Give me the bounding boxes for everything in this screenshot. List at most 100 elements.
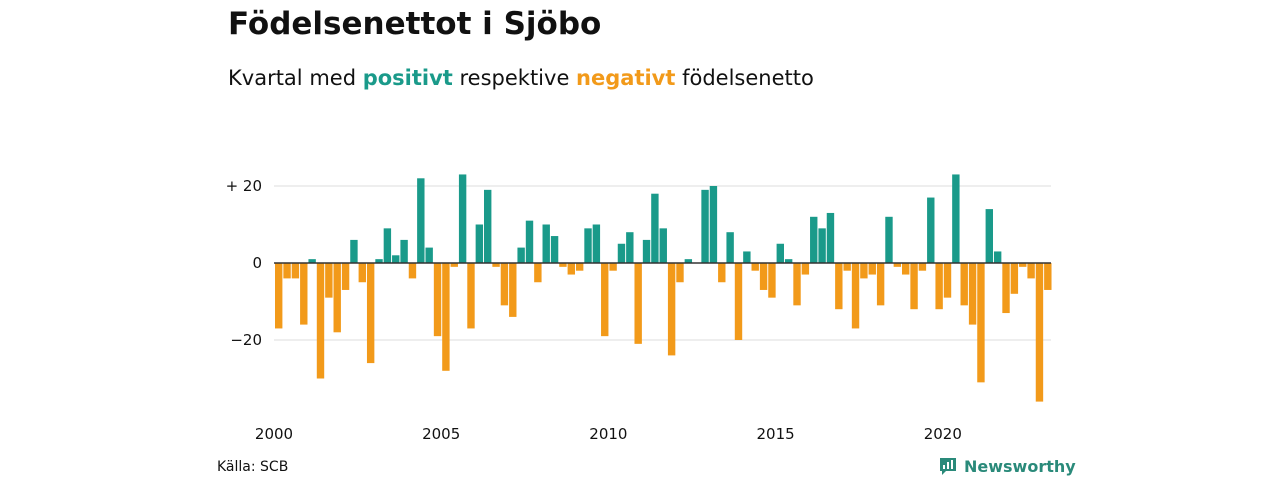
bar — [902, 263, 910, 275]
bar — [509, 263, 517, 317]
bar — [300, 263, 308, 325]
bar — [467, 263, 475, 329]
bar — [617, 243, 626, 263]
bar — [1002, 263, 1010, 314]
brand-logo: Newsworthy — [938, 456, 1076, 476]
bar — [860, 263, 868, 279]
chart-subtitle: Kvartal med positivt respektive negativt… — [228, 66, 814, 90]
bar — [316, 263, 325, 379]
bar — [517, 247, 525, 263]
bar — [676, 263, 684, 283]
bar — [985, 209, 993, 263]
bar — [977, 263, 985, 383]
bar — [358, 263, 366, 283]
x-tick-label: 2000 — [255, 425, 293, 443]
bar — [333, 263, 341, 333]
bar — [325, 263, 333, 298]
bar — [626, 232, 634, 263]
subtitle-middle: respektive — [452, 66, 577, 90]
bar — [952, 174, 960, 263]
bar — [525, 220, 534, 263]
bar — [851, 263, 860, 329]
y-tick-label: −20 — [230, 331, 262, 349]
bar — [308, 259, 316, 263]
bar — [392, 255, 400, 263]
bar — [634, 263, 642, 344]
bar — [709, 186, 718, 263]
bar — [425, 247, 433, 263]
bar — [667, 263, 676, 356]
bar — [475, 224, 484, 263]
bar — [366, 263, 375, 364]
bar — [575, 263, 584, 271]
bar — [868, 263, 876, 275]
bar — [818, 228, 826, 263]
chart-title: Födelsenettot i Sjöbo — [228, 6, 602, 42]
bar — [784, 259, 793, 263]
bar — [910, 263, 918, 310]
bar — [943, 263, 952, 298]
bar — [1027, 263, 1035, 279]
gridlines — [274, 185, 1051, 341]
bar — [960, 263, 968, 306]
bar — [341, 263, 350, 290]
bar — [442, 263, 450, 371]
bar — [609, 263, 617, 271]
bar — [893, 263, 902, 267]
bar — [484, 189, 492, 263]
newsworthy-logo-icon — [940, 458, 956, 475]
bar — [1010, 263, 1019, 294]
bar — [291, 263, 300, 279]
bar — [1044, 263, 1052, 290]
bar — [801, 263, 810, 275]
bar — [417, 178, 425, 263]
subtitle-suffix: födelsenetto — [675, 66, 814, 90]
bar — [918, 263, 927, 271]
bar — [500, 263, 509, 306]
bar — [408, 263, 417, 279]
bar — [776, 243, 784, 263]
bar — [450, 263, 458, 267]
bar — [701, 189, 709, 263]
bar — [642, 239, 651, 263]
bar — [734, 263, 743, 340]
bar — [726, 232, 734, 263]
subtitle-positive-word: positivt — [362, 66, 453, 90]
y-tick-label: 0 — [252, 254, 262, 272]
bar — [350, 239, 358, 263]
bar — [400, 239, 408, 263]
bars — [275, 174, 1052, 402]
bar — [876, 263, 885, 306]
bar — [659, 228, 667, 263]
bar — [601, 263, 609, 337]
subtitle-negative-word: negativt — [576, 66, 676, 90]
bar — [885, 216, 893, 263]
bar — [968, 263, 977, 325]
bar — [793, 263, 801, 306]
x-axis-ticks: 2000 2005 2010 2015 2020 — [255, 425, 962, 443]
bar — [383, 228, 392, 263]
bar — [843, 263, 851, 271]
bar — [993, 251, 1002, 263]
bar — [826, 212, 835, 263]
bar — [810, 216, 818, 263]
brand-name: Newsworthy — [964, 456, 1076, 476]
x-tick-label: 2020 — [924, 425, 962, 443]
x-tick-label: 2015 — [757, 425, 795, 443]
bar — [534, 263, 542, 283]
bar — [458, 174, 467, 263]
bar — [751, 263, 759, 271]
bar — [835, 263, 843, 310]
bar — [743, 251, 751, 263]
bar — [584, 228, 592, 263]
bar — [1035, 263, 1044, 402]
bar — [935, 263, 943, 310]
x-tick-label: 2010 — [589, 425, 627, 443]
subtitle-prefix: Kvartal med — [228, 66, 363, 90]
bar — [567, 263, 575, 275]
bar — [684, 259, 693, 263]
y-axis-ticks: + 20 0 −20 — [226, 177, 262, 349]
bar — [275, 263, 283, 329]
y-tick-label: + 20 — [226, 177, 262, 195]
